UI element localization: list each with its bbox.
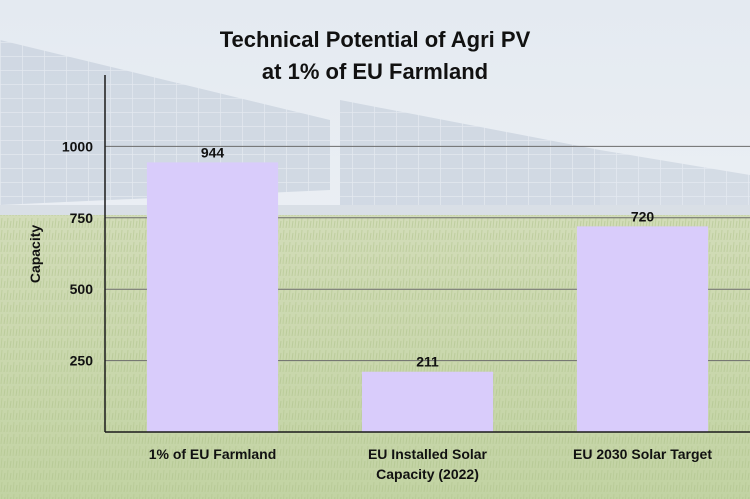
axes <box>104 75 750 433</box>
bars <box>146 162 709 432</box>
solar-panel-row-icon <box>340 100 600 205</box>
y-tick-labels: 250 500 750 1000 <box>62 138 93 368</box>
solar-panel-row-icon <box>600 150 750 205</box>
chart-title: Technical Potential of Agri PV at 1% of … <box>220 27 531 84</box>
x-tick-label: EU 2030 Solar Target <box>573 446 712 462</box>
data-label: 720 <box>631 208 655 224</box>
bar <box>576 226 709 432</box>
data-labels: 944 211 720 <box>201 144 655 369</box>
y-tick-label: 750 <box>70 210 94 226</box>
y-tick-label: 500 <box>70 281 94 297</box>
data-label: 944 <box>201 144 225 160</box>
y-axis-label: Capacity <box>27 225 43 284</box>
y-tick-label: 250 <box>70 353 94 369</box>
x-tick-labels: 1% of EU Farmland EU Installed Solar Capac… <box>149 446 713 482</box>
data-label: 211 <box>416 354 439 370</box>
x-tick-label: 1% of EU Farmland <box>149 446 277 462</box>
chart-title-line-2: at 1% of EU Farmland <box>262 59 488 84</box>
x-tick-label: EU Installed Solar <box>368 446 488 462</box>
bar <box>146 162 279 432</box>
x-tick-label: Capacity (2022) <box>376 466 479 482</box>
y-tick-label: 1000 <box>62 138 93 154</box>
chart-title-line-1: Technical Potential of Agri PV <box>220 27 531 52</box>
bar <box>361 371 494 432</box>
